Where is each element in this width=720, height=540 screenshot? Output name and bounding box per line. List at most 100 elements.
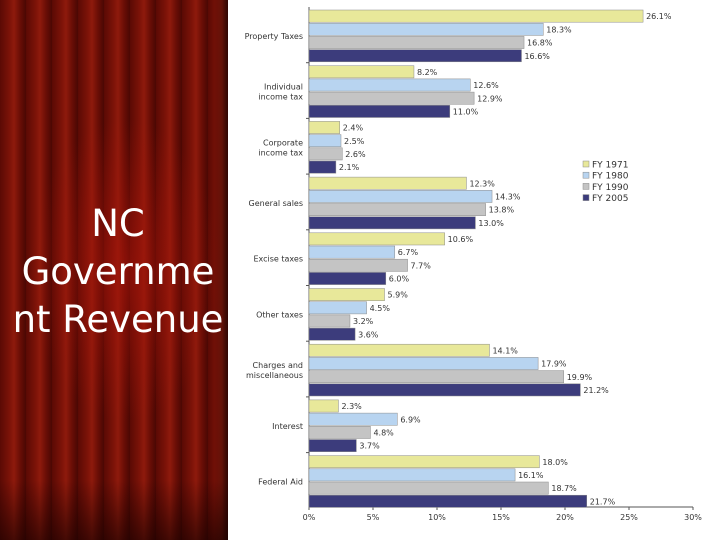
category-label: Charges and <box>253 361 303 370</box>
bar <box>308 160 337 174</box>
bar <box>308 481 549 495</box>
bar-value-label: 5.9% <box>388 291 409 300</box>
bar-value-label: 21.7% <box>590 497 616 506</box>
x-tick-label: 15% <box>492 513 510 522</box>
x-tick-label: 0% <box>303 513 316 522</box>
slide-title: NC Governme nt Revenue <box>0 200 236 344</box>
bar-value-label: 13.0% <box>478 219 504 228</box>
bar <box>308 370 564 384</box>
bar <box>308 105 451 118</box>
bar-value-label: 2.3% <box>341 402 362 411</box>
bar <box>308 22 544 36</box>
bar <box>308 91 475 105</box>
category-label: income tax <box>258 93 303 102</box>
bar <box>308 327 356 341</box>
x-tick-label: 5% <box>367 513 380 522</box>
bar <box>308 232 445 246</box>
bar <box>308 383 581 397</box>
bar-value-label: 11.0% <box>453 108 479 117</box>
curtain-floor-shadow <box>0 480 228 540</box>
bar-value-label: 2.6% <box>345 150 366 159</box>
x-tick-label: 25% <box>620 513 638 522</box>
bar <box>308 468 516 482</box>
legend-label: FY 1990 <box>592 183 629 193</box>
bar <box>308 203 486 216</box>
bar <box>308 455 540 469</box>
bar-value-label: 16.6% <box>524 52 550 61</box>
bar <box>308 426 371 439</box>
legend-label: FY 1971 <box>592 161 628 171</box>
category-label: Excise taxes <box>253 255 303 264</box>
bar <box>308 288 385 301</box>
bar <box>308 147 343 161</box>
bar-value-label: 2.1% <box>339 163 360 172</box>
bar <box>308 439 357 452</box>
bar-value-label: 4.5% <box>370 304 391 313</box>
bar-value-label: 18.3% <box>546 25 572 34</box>
bar <box>308 134 342 148</box>
bar <box>308 216 476 230</box>
bar <box>308 49 522 63</box>
category-label: Interest <box>272 422 303 431</box>
category-label: Federal Aid <box>258 478 303 487</box>
bar-value-label: 14.1% <box>492 346 518 355</box>
bar <box>308 245 396 259</box>
bar <box>308 357 539 370</box>
bar-value-label: 21.2% <box>583 386 609 395</box>
curtain-edge-shadow <box>214 0 228 540</box>
legend-swatch <box>582 160 590 168</box>
chart-bars: 26.1% 18.3% 16.8% 16.6% 8.2% 12.6% 12.9% 11.0% 2… <box>308 9 672 508</box>
x-tick-label: 20% <box>556 513 574 522</box>
category-label: income tax <box>258 148 303 157</box>
bar-value-label: 10.6% <box>448 235 474 244</box>
legend-swatch <box>582 183 590 190</box>
bar-value-label: 7.7% <box>411 261 432 270</box>
bar-value-label: 18.7% <box>551 484 577 493</box>
category-label: Other taxes <box>256 310 303 319</box>
category-label: miscellaneous <box>246 371 303 380</box>
bar <box>308 272 387 285</box>
bar-value-label: 12.6% <box>473 81 499 90</box>
bar-value-label: 14.3% <box>495 193 521 202</box>
bar-value-label: 6.0% <box>389 275 410 284</box>
x-tick-label: 30% <box>684 513 702 522</box>
category-label: Property Taxes <box>245 32 303 41</box>
bar <box>308 301 367 315</box>
bar <box>308 343 490 357</box>
bar <box>308 190 493 203</box>
bar-value-label: 17.9% <box>541 360 567 369</box>
bar-value-label: 18.0% <box>542 458 568 467</box>
bar-value-label: 2.4% <box>343 124 364 133</box>
legend-label: FY 2005 <box>592 194 628 204</box>
bar-value-label: 2.5% <box>344 137 365 146</box>
bar-value-label: 13.8% <box>489 206 515 215</box>
x-tick-label: 10% <box>428 513 446 522</box>
bar-value-label: 3.2% <box>353 317 374 326</box>
bar-value-label: 16.1% <box>518 471 544 480</box>
bar <box>308 314 351 328</box>
bar-value-label: 12.9% <box>477 94 503 103</box>
slide-title-line: Governme <box>21 250 215 293</box>
bar-value-label: 8.2% <box>417 68 438 77</box>
legend-label: FY 1980 <box>592 172 629 182</box>
category-label: Corporate <box>263 138 303 147</box>
bar-value-label: 6.9% <box>400 415 421 424</box>
bar-value-label: 19.9% <box>567 373 593 382</box>
bar <box>308 78 471 92</box>
bar-value-label: 3.6% <box>358 330 379 339</box>
bar <box>308 176 467 190</box>
category-label: Individual <box>264 83 303 92</box>
bar <box>308 36 525 49</box>
slide-title-line: NC <box>91 202 145 245</box>
bar <box>308 412 398 426</box>
bar <box>308 258 408 272</box>
category-label: General sales <box>249 199 303 208</box>
bar-value-label: 12.3% <box>469 179 495 188</box>
slide-title-line: nt Revenue <box>12 298 224 341</box>
bar-value-label: 6.7% <box>398 248 419 257</box>
legend-swatch <box>582 171 590 179</box>
curtain-background <box>0 0 228 540</box>
bar <box>308 121 340 134</box>
bar-value-label: 26.1% <box>646 12 672 21</box>
